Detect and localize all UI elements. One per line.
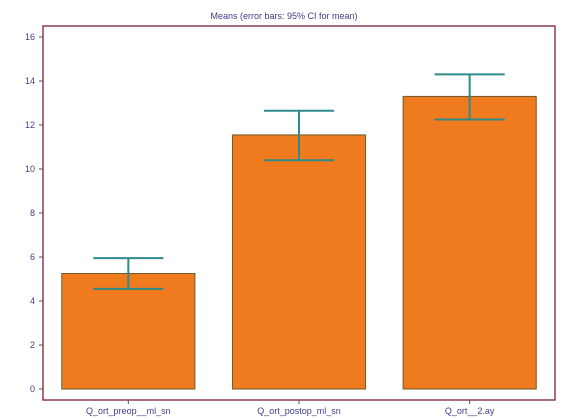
bar-2: [231, 134, 367, 390]
error-bars: [93, 73, 505, 290]
x-tick-label: Q_ort_postop_ml_sn: [257, 406, 341, 416]
y-tick-label: 6: [30, 252, 35, 262]
chart-title: Means (error bars: 95% CI for mean): [210, 11, 357, 21]
y-tick-label: 2: [30, 340, 35, 350]
error-bar-2: [264, 109, 334, 162]
bar-3: [402, 95, 537, 390]
y-tick-label: 12: [25, 120, 35, 130]
y-axis: 0 2 4 6 8 10 12 14 16: [25, 32, 43, 394]
x-axis: Q_ort_preop__ml_sn Q_ort_postop_ml_sn Q_or…: [86, 400, 495, 416]
y-tick-label: 14: [25, 76, 35, 86]
y-tick-label: 4: [30, 296, 35, 306]
error-bar-3: [434, 73, 505, 121]
y-tick-label: 10: [25, 164, 35, 174]
x-tick-label: Q_ort__2.ay: [445, 406, 495, 416]
bar-1: [61, 273, 196, 390]
error-bar-1: [93, 257, 164, 290]
y-tick-label: 0: [30, 384, 35, 394]
x-tick-label: Q_ort_preop__ml_sn: [86, 406, 171, 416]
y-tick-label: 16: [25, 32, 35, 42]
bars: [61, 95, 537, 390]
y-tick-label: 8: [30, 208, 35, 218]
